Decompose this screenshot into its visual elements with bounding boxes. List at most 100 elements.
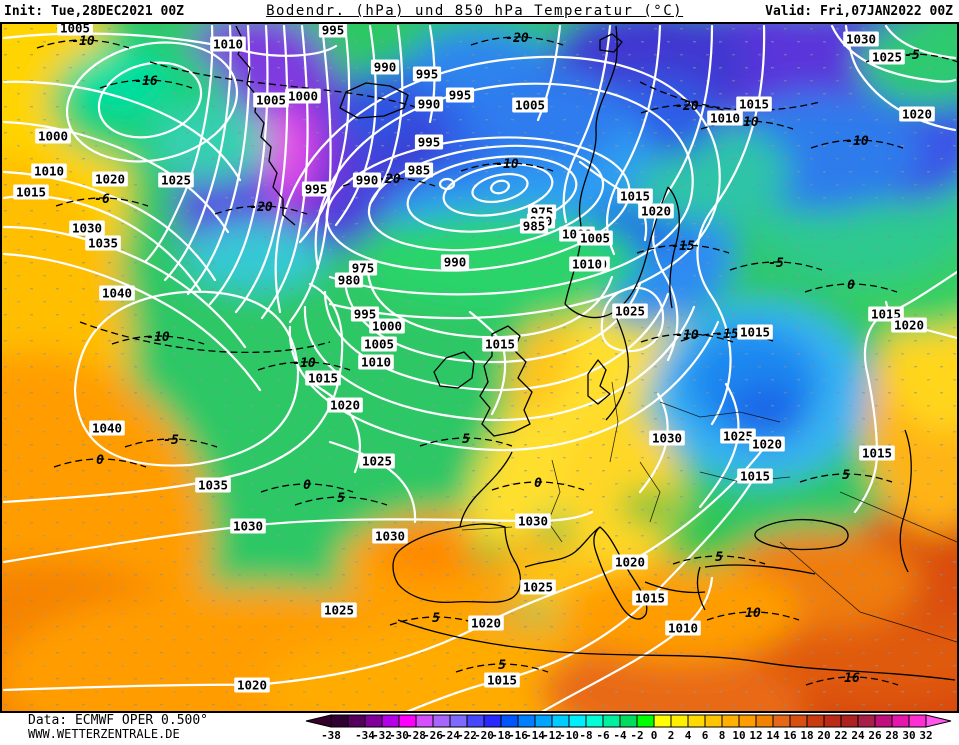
svg-text:-2: -2 [630, 729, 643, 741]
svg-text:1030: 1030 [375, 529, 405, 544]
country-borders [461, 381, 958, 643]
chart-title: Bodendr. (hPa) und 850 hPa Temperatur (°… [266, 3, 684, 19]
svg-text:2: 2 [668, 729, 675, 741]
isotherm-lines [79, 61, 821, 354]
website-label: WWW.WETTERZENTRALE.DE [28, 726, 180, 741]
svg-text:32: 32 [919, 729, 932, 741]
svg-text:-10: -10 [292, 356, 316, 371]
svg-text:1020: 1020 [615, 555, 645, 570]
svg-text:-10: -10 [495, 157, 519, 172]
svg-text:1020: 1020 [902, 107, 932, 122]
svg-text:995: 995 [418, 135, 441, 150]
svg-text:-18: -18 [491, 729, 511, 741]
svg-text:1015: 1015 [739, 97, 769, 112]
svg-text:1020: 1020 [237, 678, 267, 693]
svg-text:28: 28 [885, 729, 898, 741]
svg-text:-15: -15 [715, 327, 739, 342]
svg-text:980: 980 [338, 273, 361, 288]
svg-text:1040: 1040 [92, 421, 122, 436]
svg-text:20: 20 [817, 729, 830, 741]
svg-text:5: 5 [337, 491, 345, 506]
svg-text:1015: 1015 [485, 337, 515, 352]
svg-text:16: 16 [844, 671, 860, 686]
svg-text:-34: -34 [355, 729, 375, 741]
svg-text:12: 12 [749, 729, 762, 741]
svg-text:-26: -26 [423, 729, 443, 741]
svg-text:1030: 1030 [233, 519, 263, 534]
svg-text:1030: 1030 [652, 431, 682, 446]
svg-text:0: 0 [96, 453, 104, 468]
svg-text:1035: 1035 [88, 236, 118, 251]
svg-text:1010: 1010 [34, 164, 64, 179]
svg-text:-10: -10 [845, 134, 869, 149]
svg-text:975: 975 [352, 261, 375, 276]
svg-text:14: 14 [766, 729, 780, 741]
svg-text:-16: -16 [508, 729, 528, 741]
svg-text:1030: 1030 [518, 514, 548, 529]
weather-map-canvas: -10 -16 -20 -6 -20 -10 -20 -20 -10 -10 -5 -5 -15 -15 -… [0, 22, 959, 713]
svg-text:-5: -5 [163, 433, 179, 448]
svg-text:1010: 1010 [361, 355, 391, 370]
svg-text:6: 6 [702, 729, 709, 741]
svg-text:990: 990 [356, 173, 379, 188]
isobar-lines [2, 24, 959, 713]
svg-text:1015: 1015 [862, 446, 892, 461]
svg-text:-10: -10 [146, 330, 170, 345]
footer-bar: Data: ECMWF OPER 0.500° WWW.WETTERZENTRA… [0, 713, 959, 742]
svg-text:1000: 1000 [38, 129, 68, 144]
svg-text:1015: 1015 [635, 591, 665, 606]
svg-text:1000: 1000 [288, 89, 318, 104]
svg-text:985: 985 [408, 163, 431, 178]
svg-text:-20: -20 [377, 172, 401, 187]
svg-text:1010: 1010 [668, 621, 698, 636]
svg-text:16: 16 [783, 729, 797, 741]
svg-text:-5: -5 [904, 48, 920, 63]
svg-text:5: 5 [462, 432, 470, 447]
svg-text:-22: -22 [457, 729, 477, 741]
svg-text:990: 990 [418, 97, 441, 112]
svg-text:1020: 1020 [95, 172, 125, 187]
svg-text:1020: 1020 [641, 204, 671, 219]
header-bar: Init: Tue,28DEC2021 00Z Bodendr. (hPa) u… [0, 0, 959, 22]
svg-text:-28: -28 [406, 729, 426, 741]
temperature-legend: -38 -34 -32 -30 -28 -26 -24 -22 -20 -18 -16 -14 -12-… [305, 714, 955, 745]
svg-text:985: 985 [523, 219, 546, 234]
svg-text:1035: 1035 [198, 478, 228, 493]
svg-text:995: 995 [416, 67, 439, 82]
svg-text:-10: -10 [559, 729, 579, 741]
svg-text:1030: 1030 [72, 221, 102, 236]
svg-text:18: 18 [800, 729, 813, 741]
svg-text:1020: 1020 [894, 318, 924, 333]
svg-text:-20: -20 [474, 729, 494, 741]
svg-text:-8: -8 [579, 729, 592, 741]
svg-text:0: 0 [534, 476, 542, 491]
svg-text:-4: -4 [613, 729, 627, 741]
svg-text:-5: -5 [768, 256, 784, 271]
svg-text:1005: 1005 [515, 98, 545, 113]
svg-text:22: 22 [834, 729, 847, 741]
svg-text:995: 995 [322, 23, 345, 38]
svg-text:-14: -14 [525, 729, 545, 741]
svg-text:1010: 1010 [572, 257, 602, 272]
svg-text:1025: 1025 [872, 50, 902, 65]
svg-text:1020: 1020 [471, 616, 501, 631]
svg-text:995: 995 [305, 182, 328, 197]
svg-text:1015: 1015 [740, 325, 770, 340]
svg-text:-10: -10 [71, 34, 95, 49]
svg-text:30: 30 [902, 729, 915, 741]
svg-text:1015: 1015 [487, 673, 517, 688]
svg-text:1000: 1000 [372, 319, 402, 334]
credits-block: Data: ECMWF OPER 0.500° WWW.WETTERZENTRA… [28, 713, 208, 740]
gridpoint-stipple [0, 22, 959, 713]
svg-text:-10: -10 [675, 328, 699, 343]
svg-text:10: 10 [745, 606, 761, 621]
svg-text:990: 990 [444, 255, 467, 270]
svg-text:995: 995 [354, 307, 377, 322]
svg-text:-30: -30 [389, 729, 409, 741]
svg-text:1015: 1015 [16, 185, 46, 200]
svg-text:1005: 1005 [580, 231, 610, 246]
svg-text:5: 5 [498, 658, 506, 673]
svg-text:1025: 1025 [324, 603, 354, 618]
svg-text:24: 24 [851, 729, 865, 741]
